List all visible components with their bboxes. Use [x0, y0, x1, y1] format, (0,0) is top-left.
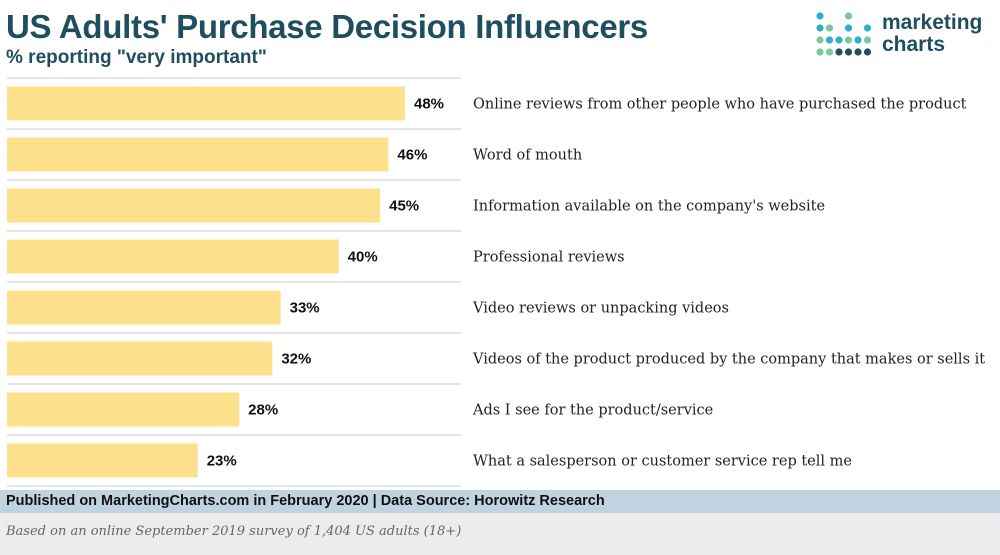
logo-dot: [863, 36, 872, 44]
bar-value-label: 23%: [207, 453, 237, 470]
chart-subtitle: % reporting "very important": [6, 47, 267, 68]
bar: [7, 188, 381, 223]
bar-value-label: 46%: [397, 147, 427, 164]
bar-value-label: 32%: [281, 351, 311, 368]
logo-dot: [863, 48, 872, 56]
bar-value-label: 45%: [389, 198, 419, 215]
bar: [7, 86, 405, 121]
logo-dot: [825, 36, 834, 44]
logo-dot: [835, 36, 843, 44]
logo-dot: [854, 36, 862, 44]
logo-dot: [816, 36, 824, 44]
logo-dots-icon: [816, 12, 872, 56]
marketingcharts-logo[interactable]: marketing charts: [815, 11, 995, 61]
bar-value-label: 33%: [290, 300, 320, 317]
footer-published-text: Published on MarketingCharts.com in Febr…: [6, 493, 605, 509]
chart-title: US Adults' Purchase Decision Influencers: [6, 8, 648, 45]
footer-note-area: Based on an online September 2019 survey…: [0, 513, 1000, 555]
logo-dot: [825, 24, 834, 32]
bar-value-label: 28%: [248, 402, 278, 419]
category-label: Video reviews or unpacking videos: [472, 301, 729, 317]
bar: [7, 290, 281, 325]
footer-note-text: Based on an online September 2019 survey…: [6, 524, 462, 539]
category-label: Online reviews from other people who hav…: [473, 97, 967, 113]
bar: [7, 239, 339, 274]
bar-chart: 48% Online reviews from other people who …: [7, 77, 985, 487]
bar-value-label: 48%: [414, 96, 444, 113]
logo-line-2: charts: [882, 33, 946, 56]
logo-wordmark: marketing charts: [882, 12, 982, 56]
bar: [7, 341, 273, 376]
logo-dot: [854, 48, 862, 56]
category-label: Word of mouth: [473, 148, 582, 164]
logo-dot: [816, 12, 824, 20]
category-label: Professional reviews: [473, 250, 625, 266]
logo-dot: [825, 48, 834, 56]
logo-dot: [844, 12, 853, 20]
category-label: Ads I see for the product/service: [472, 403, 713, 419]
bar-value-label: 40%: [348, 249, 378, 266]
logo-dot: [835, 48, 843, 56]
logo-dot: [816, 24, 824, 32]
logo-dot: [844, 48, 853, 56]
category-label: What a salesperson or customer service r…: [473, 454, 852, 470]
logo-dot: [863, 24, 872, 32]
bar: [7, 137, 389, 172]
category-label: Information available on the company's w…: [473, 199, 825, 215]
logo-line-1: marketing: [882, 11, 983, 34]
logo-dot: [844, 36, 853, 44]
logo-dot: [844, 24, 853, 32]
footer-source-bar: Published on MarketingCharts.com in Febr…: [0, 490, 1000, 513]
category-label: Videos of the product produced by the co…: [472, 352, 985, 368]
logo-dot: [816, 48, 824, 56]
bar: [7, 392, 240, 427]
bar: [7, 443, 198, 478]
